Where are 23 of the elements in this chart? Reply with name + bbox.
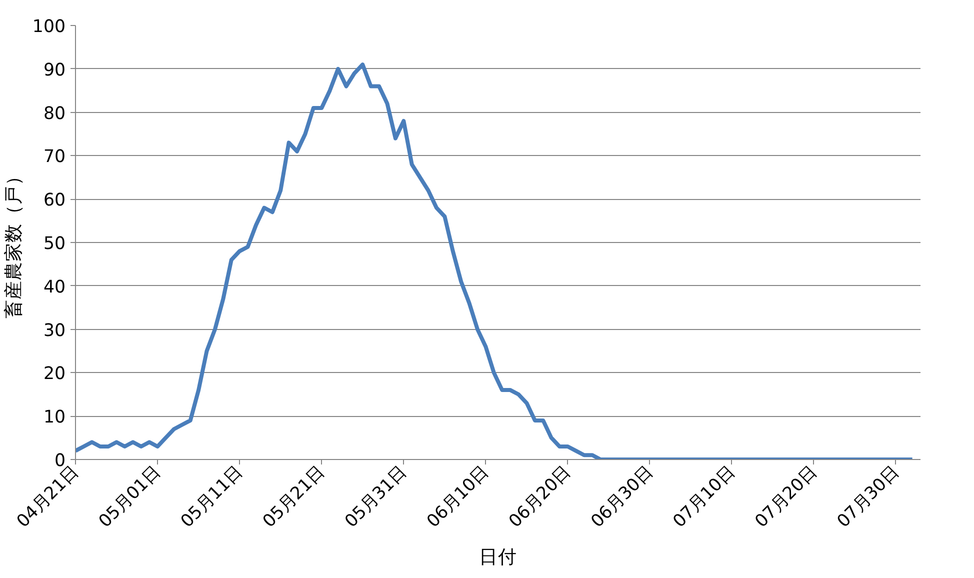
y-tick-label: 40 xyxy=(43,277,66,298)
y-tick-label: 30 xyxy=(43,320,66,341)
x-tick-label: 06月10日 xyxy=(423,462,493,532)
x-tick-label: 05月31日 xyxy=(341,462,411,532)
y-tick-label: 90 xyxy=(43,60,66,80)
y-tick-label: 50 xyxy=(43,234,66,254)
y-tick-label: 10 xyxy=(43,408,66,428)
x-tick-label: 07月30日 xyxy=(834,462,903,532)
y-tick-label: 80 xyxy=(43,104,66,124)
x-tick-label: 06月20日 xyxy=(505,462,575,532)
y-tick-label: 100 xyxy=(32,17,66,37)
x-axis-title: 日付 xyxy=(479,546,517,568)
x-tick-label: 07月20日 xyxy=(752,462,821,532)
x-tick-label: 07月10日 xyxy=(670,462,739,532)
y-tick-label: 20 xyxy=(43,364,66,384)
y-tick-label: 60 xyxy=(43,190,66,211)
x-tick-label: 05月21日 xyxy=(259,462,329,532)
y-axis-title: 畜産農家数（戸） xyxy=(2,166,24,318)
x-tick-label: 05月01日 xyxy=(95,462,165,532)
x-tick-label: 06月30日 xyxy=(587,462,657,532)
line-series xyxy=(76,62,914,460)
x-tick-label: 05月11日 xyxy=(177,462,247,532)
y-tick-label: 70 xyxy=(43,147,66,168)
